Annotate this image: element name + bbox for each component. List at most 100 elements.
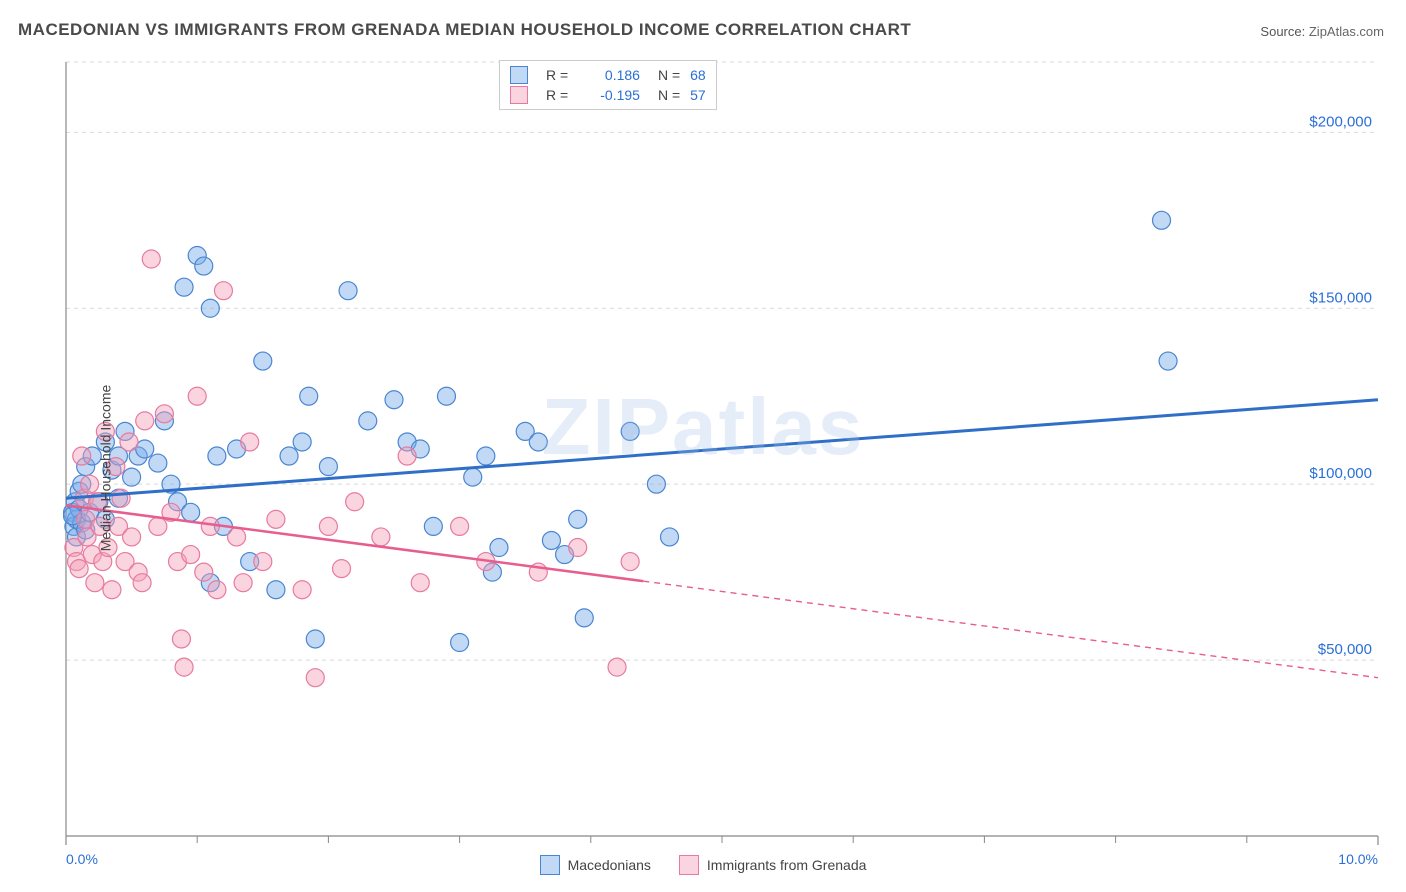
legend-correlation-row: R = 0.186 N = 68: [510, 65, 706, 85]
data-point: [188, 387, 206, 405]
r-value: -0.195: [582, 87, 640, 103]
n-value: 57: [690, 87, 706, 103]
data-point: [306, 669, 324, 687]
data-point: [155, 405, 173, 423]
data-point: [81, 475, 99, 493]
data-point: [464, 468, 482, 486]
n-label: N =: [658, 87, 680, 103]
source-value: ZipAtlas.com: [1309, 24, 1384, 39]
data-point: [267, 581, 285, 599]
data-point: [621, 422, 639, 440]
data-point: [133, 574, 151, 592]
data-point: [293, 433, 311, 451]
data-point: [529, 433, 547, 451]
data-point: [254, 352, 272, 370]
data-point: [1159, 352, 1177, 370]
data-point: [280, 447, 298, 465]
y-tick-label: $150,000: [1309, 289, 1372, 306]
data-point: [201, 299, 219, 317]
n-value: 68: [690, 67, 706, 83]
r-value: 0.186: [582, 67, 640, 83]
source-label: Source:: [1260, 24, 1305, 39]
data-point: [385, 391, 403, 409]
legend-label: Macedonians: [568, 857, 651, 873]
legend-swatch: [679, 855, 699, 875]
data-point: [172, 630, 190, 648]
data-point: [112, 489, 130, 507]
n-label: N =: [658, 67, 680, 83]
chart-title: MACEDONIAN VS IMMIGRANTS FROM GRENADA ME…: [18, 20, 911, 40]
data-point: [661, 528, 679, 546]
data-point: [575, 609, 593, 627]
data-point: [451, 634, 469, 652]
y-tick-label: $100,000: [1309, 465, 1372, 482]
data-point: [1153, 211, 1171, 229]
legend-swatch: [510, 86, 528, 104]
data-point: [142, 250, 160, 268]
source-credit: Source: ZipAtlas.com: [1260, 24, 1384, 39]
trend-line-extrapolated: [643, 581, 1378, 678]
data-point: [228, 528, 246, 546]
data-point: [339, 282, 357, 300]
data-point: [490, 539, 508, 557]
trend-line: [66, 400, 1378, 499]
r-label: R =: [546, 67, 572, 83]
data-point: [241, 433, 259, 451]
legend-correlation-row: R = -0.195 N = 57: [510, 85, 706, 105]
data-point: [424, 517, 442, 535]
y-tick-label: $200,000: [1309, 113, 1372, 130]
data-point: [182, 503, 200, 521]
data-point: [175, 278, 193, 296]
y-tick-label: $50,000: [1318, 641, 1372, 658]
legend-swatch: [540, 855, 560, 875]
data-point: [136, 412, 154, 430]
data-point: [123, 468, 141, 486]
data-point: [306, 630, 324, 648]
data-point: [149, 454, 167, 472]
data-point: [254, 553, 272, 571]
data-point: [103, 581, 121, 599]
legend-label: Immigrants from Grenada: [707, 857, 867, 873]
data-point: [608, 658, 626, 676]
chart-container: Median Household Income ZIPatlas 0.0%10.…: [18, 58, 1388, 878]
legend-swatch: [510, 66, 528, 84]
data-point: [73, 447, 91, 465]
data-point: [208, 581, 226, 599]
correlation-legend: R = 0.186 N = 68 R = -0.195 N = 57: [499, 60, 717, 110]
data-point: [267, 510, 285, 528]
data-point: [319, 517, 337, 535]
data-point: [175, 658, 193, 676]
data-point: [149, 517, 167, 535]
r-label: R =: [546, 87, 572, 103]
data-point: [120, 433, 138, 451]
data-point: [208, 447, 226, 465]
data-point: [70, 560, 88, 578]
series-legend: Macedonians Immigrants from Grenada: [18, 855, 1388, 878]
data-point: [195, 563, 213, 581]
data-point: [542, 531, 560, 549]
data-point: [86, 574, 104, 592]
y-axis-label: Median Household Income: [97, 385, 113, 552]
legend-item: Immigrants from Grenada: [679, 855, 867, 875]
data-point: [451, 517, 469, 535]
data-point: [346, 493, 364, 511]
data-point: [333, 560, 351, 578]
data-point: [123, 528, 141, 546]
data-point: [477, 447, 495, 465]
data-point: [182, 546, 200, 564]
data-point: [234, 574, 252, 592]
data-point: [411, 574, 429, 592]
legend-item: Macedonians: [540, 855, 651, 875]
data-point: [214, 282, 232, 300]
data-point: [359, 412, 377, 430]
data-point: [319, 458, 337, 476]
data-point: [201, 517, 219, 535]
data-point: [569, 510, 587, 528]
data-point: [372, 528, 390, 546]
data-point: [195, 257, 213, 275]
data-point: [398, 447, 416, 465]
scatter-plot: 0.0%10.0%$50,000$100,000$150,000$200,000: [18, 58, 1388, 878]
data-point: [437, 387, 455, 405]
data-point: [621, 553, 639, 571]
data-point: [569, 539, 587, 557]
